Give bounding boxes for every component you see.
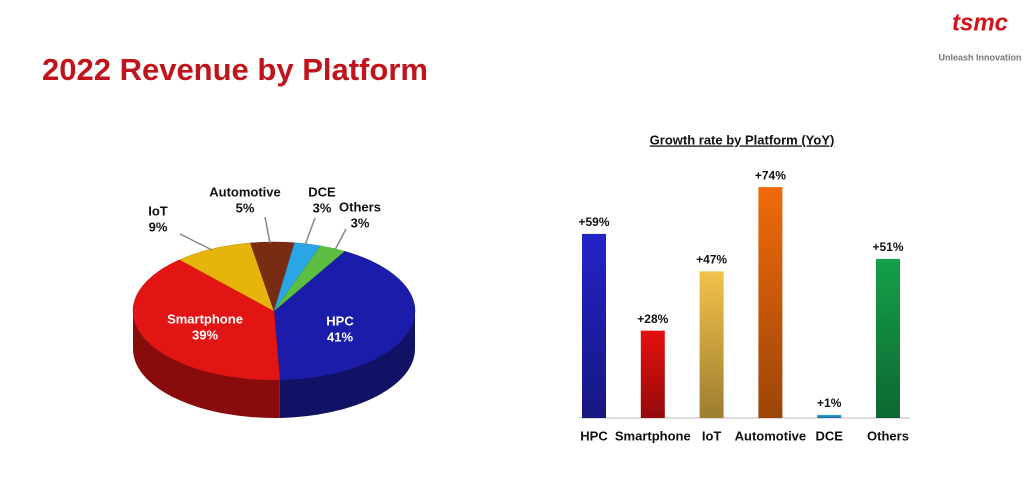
bar	[758, 187, 783, 418]
pie-label: Others	[339, 199, 381, 214]
bar	[640, 330, 665, 418]
x-tick-label: Automotive	[735, 428, 807, 443]
tagline: Unleash Innovation	[938, 52, 1021, 62]
pie-slice	[179, 242, 275, 312]
pie-label: Smartphone	[167, 311, 243, 326]
x-tick-label: Smartphone	[615, 428, 691, 443]
x-tick-label: IoT	[702, 428, 722, 443]
leader-line	[179, 233, 213, 251]
bar	[582, 233, 606, 418]
slide-title: 2022 Revenue by Platform	[42, 52, 428, 87]
bar-value-label: +59%	[578, 215, 609, 229]
pie-value-label: 39%	[192, 327, 218, 342]
pie-value-label: 41%	[327, 329, 353, 344]
pie-value-label: 3%	[351, 215, 370, 230]
bar	[817, 414, 842, 418]
pie-side	[279, 311, 415, 418]
pie-label: Automotive	[209, 184, 281, 199]
logo: tsmc	[952, 9, 1008, 36]
pie-value-label: 5%	[236, 200, 255, 215]
x-tick-label: HPC	[580, 428, 608, 443]
bar-value-label: +47%	[696, 253, 727, 267]
leader-line	[334, 228, 347, 251]
pie-label: DCE	[308, 184, 336, 199]
bar-value-label: +1%	[817, 396, 842, 410]
bar-value-label: +28%	[637, 312, 668, 326]
bar-chart-title: Growth rate by Platform (YoY)	[650, 132, 835, 147]
pie-slice	[273, 250, 416, 381]
pie-slice	[132, 259, 281, 381]
x-tick-label: DCE	[815, 428, 843, 443]
bar	[699, 271, 724, 418]
pie-slice	[273, 245, 346, 312]
pie-label: HPC	[326, 313, 354, 328]
bar-value-label: +51%	[872, 240, 903, 254]
pie-side	[133, 311, 280, 418]
bar-value-label: +74%	[755, 168, 786, 182]
pie-value-label: 9%	[149, 219, 168, 234]
pie-label: IoT	[148, 203, 168, 218]
bar	[876, 258, 900, 418]
leader-line	[304, 217, 316, 246]
pie-value-label: 3%	[313, 200, 332, 215]
leader-line	[264, 216, 271, 244]
x-tick-label: Others	[867, 428, 909, 443]
